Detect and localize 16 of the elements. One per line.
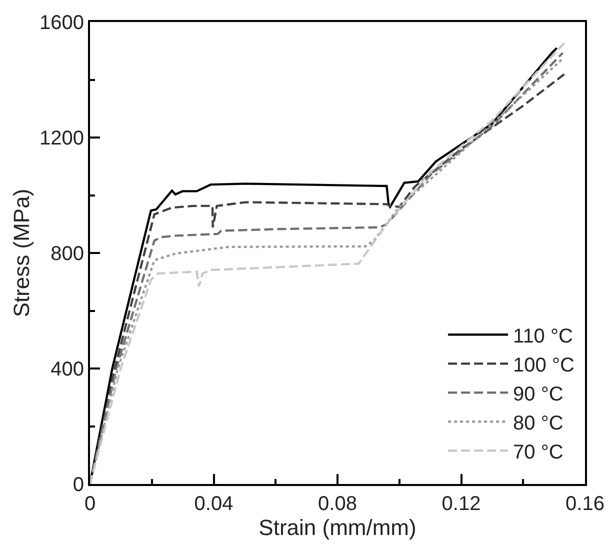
x-tick-label: 0.12 <box>442 493 481 515</box>
y-tick-label: 800 <box>50 243 84 265</box>
x-tick-label: 0.08 <box>318 493 357 515</box>
x-axis-title: Strain (mm/mm) <box>258 515 416 540</box>
y-tick-label: 1200 <box>40 128 84 150</box>
x-tick-label: 0.04 <box>194 493 234 515</box>
legend-label: 90 °C <box>513 383 564 406</box>
legend-label: 80 °C <box>513 412 564 434</box>
y-tick-label: 400 <box>50 358 84 380</box>
y-axis-title: Stress (MPa) <box>8 188 34 318</box>
y-tick-label: 1600 <box>40 12 84 34</box>
x-tick-label: 0.16 <box>566 493 604 515</box>
legend-label: 100 °C <box>513 354 574 376</box>
legend-label: 70 °C <box>513 441 564 464</box>
legend-label: 110 °C <box>513 325 573 348</box>
y-tick-label: 0 <box>72 474 84 496</box>
